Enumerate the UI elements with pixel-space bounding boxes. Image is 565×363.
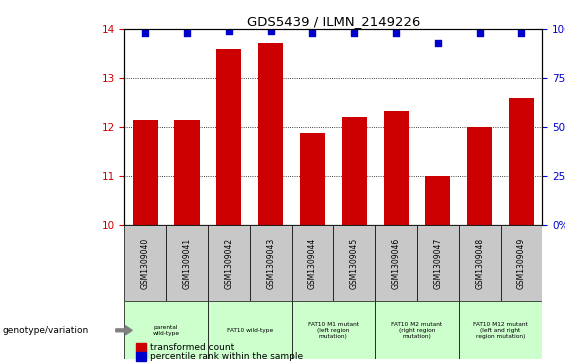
Bar <box>501 225 542 301</box>
Text: GSM1309040: GSM1309040 <box>141 237 150 289</box>
Bar <box>459 301 542 359</box>
Bar <box>459 225 501 301</box>
Point <box>308 30 317 36</box>
Bar <box>384 111 408 225</box>
Point <box>266 28 275 34</box>
Bar <box>375 301 459 359</box>
Bar <box>342 117 367 225</box>
Bar <box>292 225 333 301</box>
Bar <box>292 301 375 359</box>
Text: transformed count: transformed count <box>150 343 234 352</box>
Bar <box>250 225 292 301</box>
Text: GSM1309045: GSM1309045 <box>350 237 359 289</box>
Text: GSM1309044: GSM1309044 <box>308 237 317 289</box>
Bar <box>417 225 459 301</box>
Text: GSM1309041: GSM1309041 <box>182 238 192 289</box>
Text: GSM1309048: GSM1309048 <box>475 238 484 289</box>
Bar <box>124 301 208 359</box>
Point <box>475 30 484 36</box>
Text: FAT10 M1 mutant
(left region
mutation): FAT10 M1 mutant (left region mutation) <box>308 322 359 339</box>
Bar <box>375 225 417 301</box>
Bar <box>333 225 375 301</box>
Bar <box>258 43 283 225</box>
Point <box>350 30 359 36</box>
Point <box>224 28 233 34</box>
Text: GSM1309046: GSM1309046 <box>392 237 401 289</box>
Point <box>392 30 401 36</box>
Bar <box>467 127 492 225</box>
Text: percentile rank within the sample: percentile rank within the sample <box>150 352 303 361</box>
Point <box>141 30 150 36</box>
Text: GSM1309043: GSM1309043 <box>266 237 275 289</box>
Point <box>517 30 526 36</box>
Text: FAT10 wild-type: FAT10 wild-type <box>227 328 273 333</box>
Bar <box>133 120 158 225</box>
Text: parental
wild-type: parental wild-type <box>153 325 180 336</box>
Bar <box>208 225 250 301</box>
Title: GDS5439 / ILMN_2149226: GDS5439 / ILMN_2149226 <box>247 15 420 28</box>
Bar <box>208 301 292 359</box>
Bar <box>124 225 166 301</box>
Point <box>182 30 192 36</box>
Bar <box>300 133 325 225</box>
Bar <box>509 98 534 225</box>
Text: FAT10 M2 mutant
(right region
mutation): FAT10 M2 mutant (right region mutation) <box>392 322 442 339</box>
Text: FAT10 M12 mutant
(left and right
region mutation): FAT10 M12 mutant (left and right region … <box>473 322 528 339</box>
Text: GSM1309042: GSM1309042 <box>224 238 233 289</box>
Bar <box>216 49 241 225</box>
Text: GSM1309049: GSM1309049 <box>517 237 526 289</box>
Bar <box>425 176 450 225</box>
Point <box>433 40 442 46</box>
Bar <box>175 120 199 225</box>
Text: GSM1309047: GSM1309047 <box>433 237 442 289</box>
Text: genotype/variation: genotype/variation <box>3 326 89 335</box>
Bar <box>166 225 208 301</box>
